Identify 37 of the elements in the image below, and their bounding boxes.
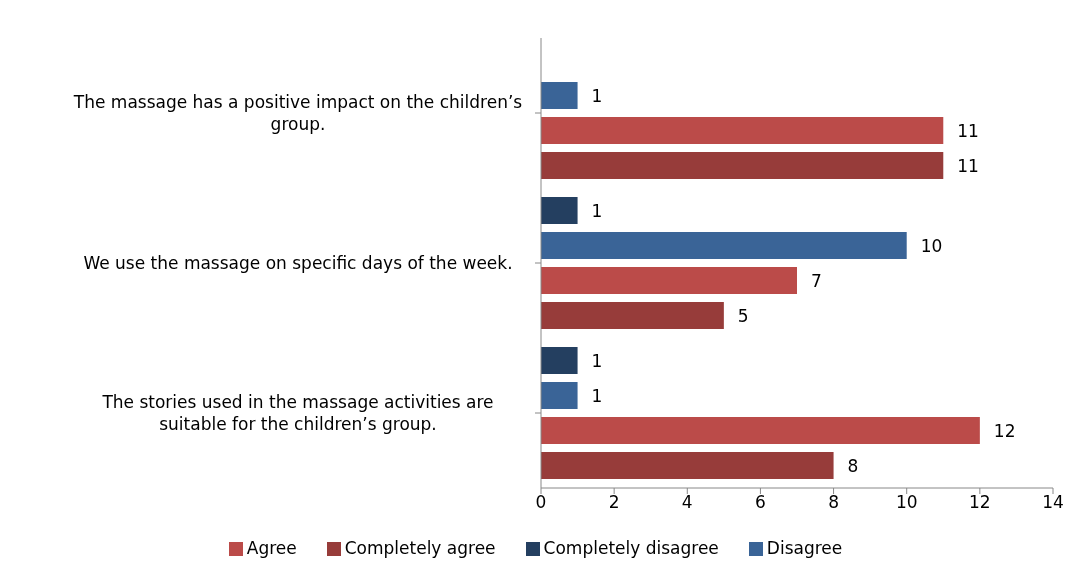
data-label: 1 bbox=[591, 350, 603, 371]
y-tick-label: The massage has a positive impact on the children’s group. bbox=[72, 92, 523, 134]
x-tick-label: 4 bbox=[681, 492, 693, 513]
data-label: 5 bbox=[737, 305, 749, 326]
bar bbox=[541, 347, 578, 374]
x-tick-label: 6 bbox=[755, 492, 766, 513]
data-label: 1 bbox=[591, 385, 603, 406]
x-tick-label: 14 bbox=[1042, 492, 1064, 513]
bar bbox=[541, 267, 797, 294]
bar bbox=[541, 452, 834, 479]
legend-label: Completely disagree bbox=[543, 538, 719, 558]
x-tick-label: 10 bbox=[895, 492, 918, 513]
data-label: 1 bbox=[591, 200, 603, 221]
x-tick-label: 8 bbox=[828, 492, 839, 513]
legend-label: Disagree bbox=[766, 538, 843, 558]
data-label: 11 bbox=[957, 120, 979, 141]
x-tick-label: 12 bbox=[969, 492, 991, 513]
x-tick-label: 0 bbox=[535, 492, 547, 513]
bar bbox=[541, 382, 578, 409]
data-label: 11 bbox=[957, 155, 979, 176]
data-label: 8 bbox=[847, 455, 859, 476]
bar bbox=[541, 152, 944, 179]
bar bbox=[541, 117, 944, 144]
data-label: 7 bbox=[811, 270, 822, 291]
legend-label: Agree bbox=[246, 538, 297, 558]
x-tick-label: 2 bbox=[608, 492, 620, 513]
data-label: 12 bbox=[993, 420, 1016, 441]
data-label: 1 bbox=[591, 85, 603, 106]
bar bbox=[541, 302, 724, 329]
bar bbox=[541, 82, 578, 109]
legend-label: Completely agree bbox=[344, 538, 496, 558]
bar bbox=[541, 417, 980, 444]
data-label: 10 bbox=[920, 235, 943, 256]
y-tick-label: We use the massage on specific days of the week. bbox=[83, 253, 513, 273]
y-tick-label: The stories used in the massage activities are suitable for the children’s group. bbox=[101, 392, 494, 434]
bar bbox=[541, 232, 907, 259]
bar bbox=[541, 197, 578, 224]
